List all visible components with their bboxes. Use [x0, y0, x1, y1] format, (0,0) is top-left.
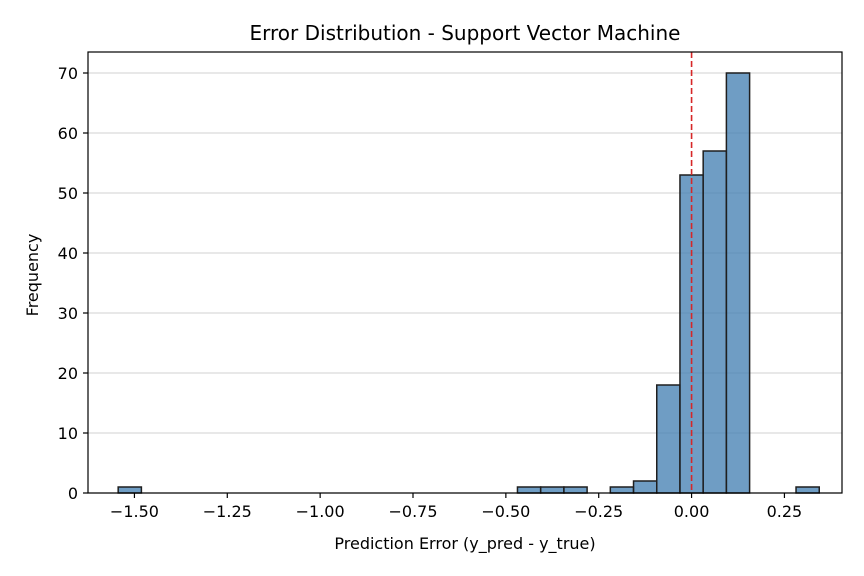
y-tick-label: 20 — [58, 364, 78, 383]
y-tick-label: 70 — [58, 64, 78, 83]
grid-lines — [88, 72, 842, 494]
plot-frame — [87, 51, 843, 494]
x-tick-label: −0.75 — [388, 502, 437, 521]
histogram-bars — [117, 72, 820, 494]
chart-title: Error Distribution - Support Vector Mach… — [250, 21, 681, 45]
x-axis-label: Prediction Error (y_pred - y_true) — [334, 534, 595, 554]
x-tick-label: −1.50 — [110, 502, 159, 521]
histogram-bar — [725, 72, 751, 494]
histogram-bar — [632, 480, 658, 494]
y-tick-label: 0 — [68, 484, 78, 503]
histogram-bar — [117, 486, 143, 494]
y-axis-label: Frequency — [23, 234, 42, 317]
histogram-bar — [702, 150, 728, 494]
x-tick-label: 0.25 — [767, 502, 803, 521]
histogram-bar — [795, 486, 820, 494]
x-tick-label: −1.25 — [203, 502, 252, 521]
histogram-bar — [539, 486, 565, 494]
y-tick-label: 40 — [58, 244, 78, 263]
histogram-bar — [609, 486, 635, 494]
histogram-bar — [516, 486, 542, 494]
x-tick-label: −0.25 — [574, 502, 623, 521]
x-tick-label: −0.50 — [481, 502, 530, 521]
y-tick-label: 10 — [58, 424, 78, 443]
x-axis-ticks: −1.50 −1.25 −1.00 −0.75 −0.50 −0.25 0.00 0.25 — [110, 493, 802, 521]
x-tick-label: 0.00 — [674, 502, 710, 521]
histogram-bar — [656, 384, 681, 494]
y-tick-label: 50 — [58, 184, 78, 203]
y-tick-label: 30 — [58, 304, 78, 323]
x-tick-label: −1.00 — [296, 502, 345, 521]
histogram-bar — [563, 486, 588, 494]
y-tick-label: 60 — [58, 124, 78, 143]
y-axis-ticks: 0 10 20 30 40 50 60 70 — [58, 64, 88, 503]
